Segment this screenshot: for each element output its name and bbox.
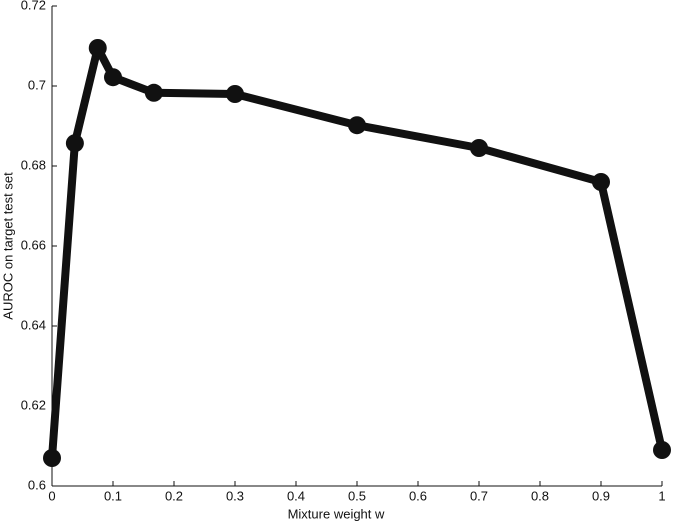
point [348, 116, 366, 135]
x-tick-label: 0.2 [165, 488, 183, 503]
x-tick-label: 0.3 [226, 488, 244, 503]
x-tick-label: 0.4 [287, 488, 305, 503]
y-tick-label: 0.68 [21, 157, 46, 172]
y-tick-label: 0.7 [28, 77, 46, 92]
y-tick-label: 0.6 [28, 477, 46, 492]
x-tick-label: 0.7 [470, 488, 488, 503]
x-tick-label: 1 [658, 488, 665, 503]
point [653, 441, 671, 459]
x-tick-label: 0.6 [409, 488, 427, 503]
point [65, 134, 84, 153]
y-axis-label: AUROC on target test set [0, 172, 15, 320]
x-tick-label: 0.9 [592, 488, 610, 503]
point [43, 449, 61, 467]
y-tick-label: 0.64 [21, 317, 46, 332]
y-tick-label: 0.62 [21, 397, 46, 412]
point [470, 139, 488, 157]
point [88, 39, 107, 57]
point [226, 85, 244, 103]
x-tick-label: 0.8 [531, 488, 549, 503]
x-tick-label: 0.5 [348, 488, 366, 503]
y-tick-label: 0.72 [21, 0, 46, 12]
y-tick-label: 0.66 [21, 237, 46, 252]
x-tick-label: 0.1 [104, 488, 122, 503]
x-tick-label: 0 [48, 488, 55, 503]
point [144, 83, 163, 102]
point [104, 68, 122, 87]
point [592, 173, 610, 191]
x-axis-label: Mixture weight w [288, 506, 385, 521]
series-line [48, 44, 666, 459]
